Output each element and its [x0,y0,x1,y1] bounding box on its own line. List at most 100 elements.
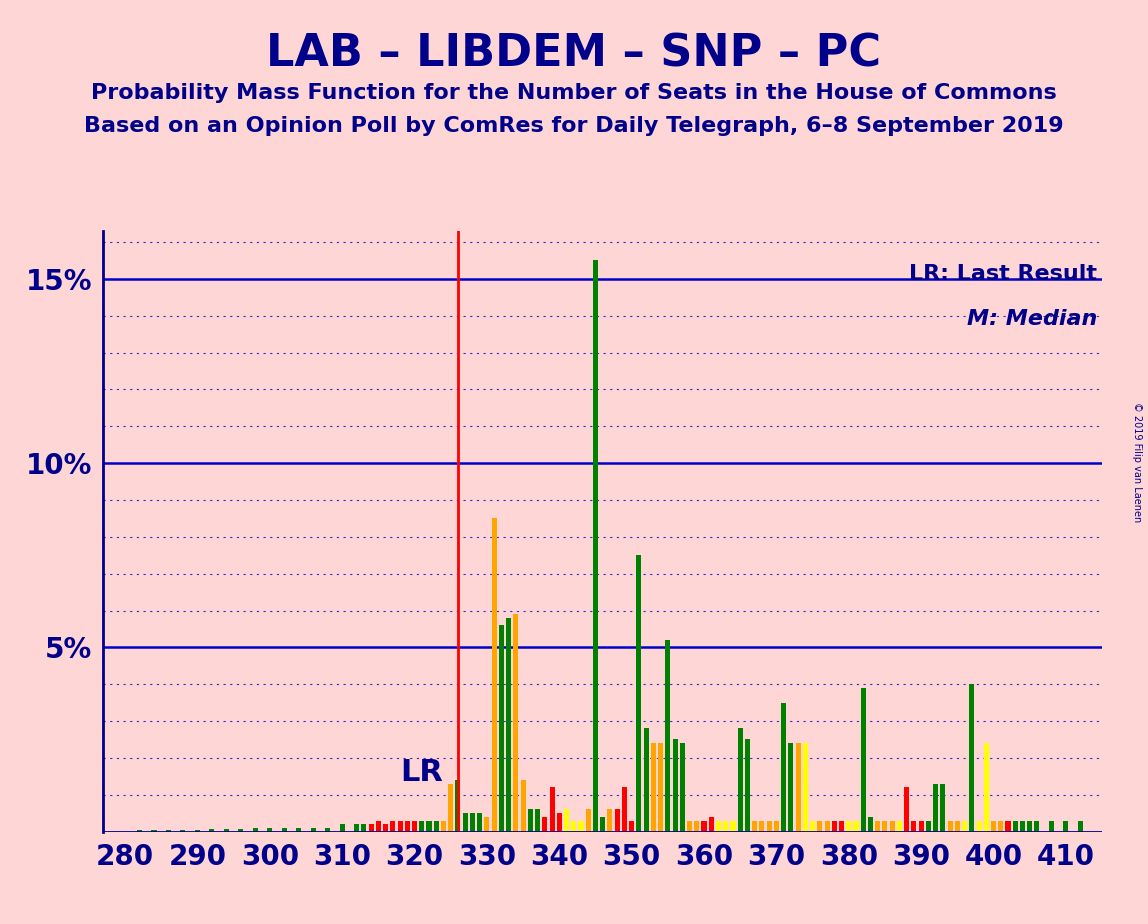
Bar [666,640,670,832]
Bar [224,829,228,832]
Bar [644,728,649,832]
Text: Probability Mass Function for the Number of Seats in the House of Commons: Probability Mass Function for the Number… [91,83,1057,103]
Bar [687,821,692,832]
Bar [752,821,758,832]
Bar [579,821,583,832]
Bar [325,828,331,832]
Bar [716,821,721,832]
Bar [789,743,793,832]
Bar [1027,821,1032,832]
Bar [441,821,447,832]
Bar [802,743,808,832]
Bar [875,821,881,832]
Bar [572,821,576,832]
Bar [311,828,316,832]
Bar [362,824,366,832]
Bar [607,809,613,832]
Bar [369,824,373,832]
Bar [564,809,569,832]
Bar [629,821,634,832]
Bar [824,821,830,832]
Bar [1006,821,1010,832]
Bar [375,821,381,832]
Bar [984,743,988,832]
Bar [897,821,902,832]
Bar [209,830,215,832]
Bar [557,813,561,832]
Bar [701,821,706,832]
Bar [550,787,554,832]
Bar [267,828,272,832]
Bar [969,684,975,832]
Text: M: Median: M: Median [967,309,1097,329]
Bar [448,784,453,832]
Bar [759,821,765,832]
Bar [520,780,526,832]
Bar [839,821,844,832]
Bar [730,821,736,832]
Bar [925,821,931,832]
Bar [861,687,866,832]
Bar [513,614,519,832]
Bar [955,821,960,832]
Bar [412,821,417,832]
Bar [918,821,924,832]
Bar [585,809,591,832]
Bar [708,817,714,832]
Bar [832,821,837,832]
Bar [846,821,852,832]
Bar [1034,821,1039,832]
Bar [622,787,627,832]
Bar [933,784,938,832]
Bar [912,821,916,832]
Bar [796,743,800,832]
Text: LR: Last Result: LR: Last Result [909,264,1097,284]
Bar [745,739,750,832]
Bar [383,824,388,832]
Bar [506,618,511,832]
Bar [680,743,685,832]
Bar [1078,821,1083,832]
Bar [853,821,859,832]
Bar [905,787,909,832]
Bar [137,831,142,832]
Bar [166,831,171,832]
Text: LR: LR [401,759,443,787]
Bar [405,821,410,832]
Bar [695,821,699,832]
Bar [239,829,243,832]
Bar [651,743,656,832]
Bar [774,821,779,832]
Bar [296,828,301,832]
Bar [673,739,677,832]
Bar [592,261,598,832]
Bar [426,821,432,832]
Bar [1019,821,1025,832]
Bar [1013,821,1018,832]
Bar [340,824,344,832]
Bar [354,824,359,832]
Bar [947,821,953,832]
Bar [723,821,728,832]
Bar [390,821,395,832]
Bar [940,784,946,832]
Bar [470,813,475,832]
Bar [281,828,287,832]
Bar [810,821,815,832]
Bar [528,809,533,832]
Bar [817,821,822,832]
Bar [600,817,605,832]
Bar [180,830,186,832]
Bar [1049,821,1054,832]
Bar [962,821,967,832]
Bar [456,780,460,832]
Text: LAB – LIBDEM – SNP – PC: LAB – LIBDEM – SNP – PC [266,32,882,76]
Bar [991,821,996,832]
Bar [658,743,664,832]
Bar [499,626,504,832]
Text: Based on an Opinion Poll by ComRes for Daily Telegraph, 6–8 September 2019: Based on an Opinion Poll by ComRes for D… [84,116,1064,136]
Bar [636,555,642,832]
Bar [463,813,467,832]
Bar [868,817,872,832]
Bar [434,821,439,832]
